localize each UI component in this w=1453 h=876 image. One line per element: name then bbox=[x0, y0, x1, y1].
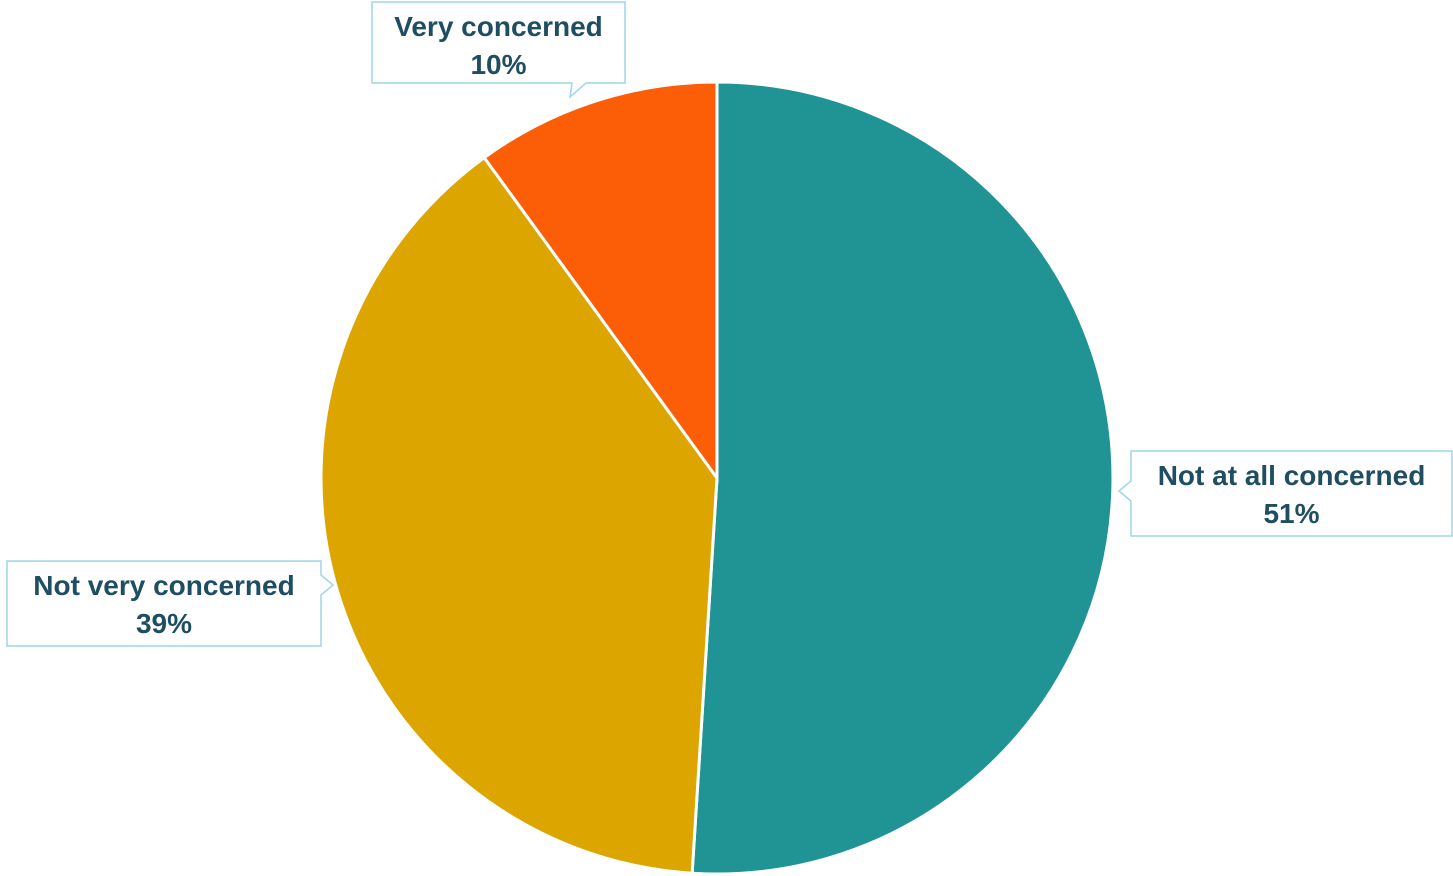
data-label-not-at-all-concerned: Not at all concerned 51% bbox=[1117, 450, 1453, 537]
data-label-value: 10% bbox=[470, 49, 526, 80]
data-label-value: 39% bbox=[136, 608, 192, 639]
data-label-category: Not at all concerned bbox=[1158, 460, 1426, 491]
callout-box bbox=[6, 560, 335, 647]
pie-slice-not-very-concerned bbox=[319, 155, 719, 875]
data-label-category: Not very concerned bbox=[33, 570, 294, 601]
data-label-category: Very concerned bbox=[394, 11, 603, 42]
callout-box bbox=[371, 1, 626, 99]
pie-slice-not-at-all-concerned bbox=[690, 80, 1115, 876]
data-label-callouts: Not at all concerned 51% Not very concerne… bbox=[6, 1, 1453, 647]
pie-slices bbox=[319, 80, 1115, 876]
callout-box bbox=[1117, 450, 1453, 537]
data-label-not-very-concerned: Not very concerned 39% bbox=[6, 560, 335, 647]
pie-slice-very-concerned bbox=[482, 80, 719, 483]
data-label-very-concerned: Very concerned 10% bbox=[371, 1, 626, 99]
data-label-value: 51% bbox=[1263, 498, 1319, 529]
